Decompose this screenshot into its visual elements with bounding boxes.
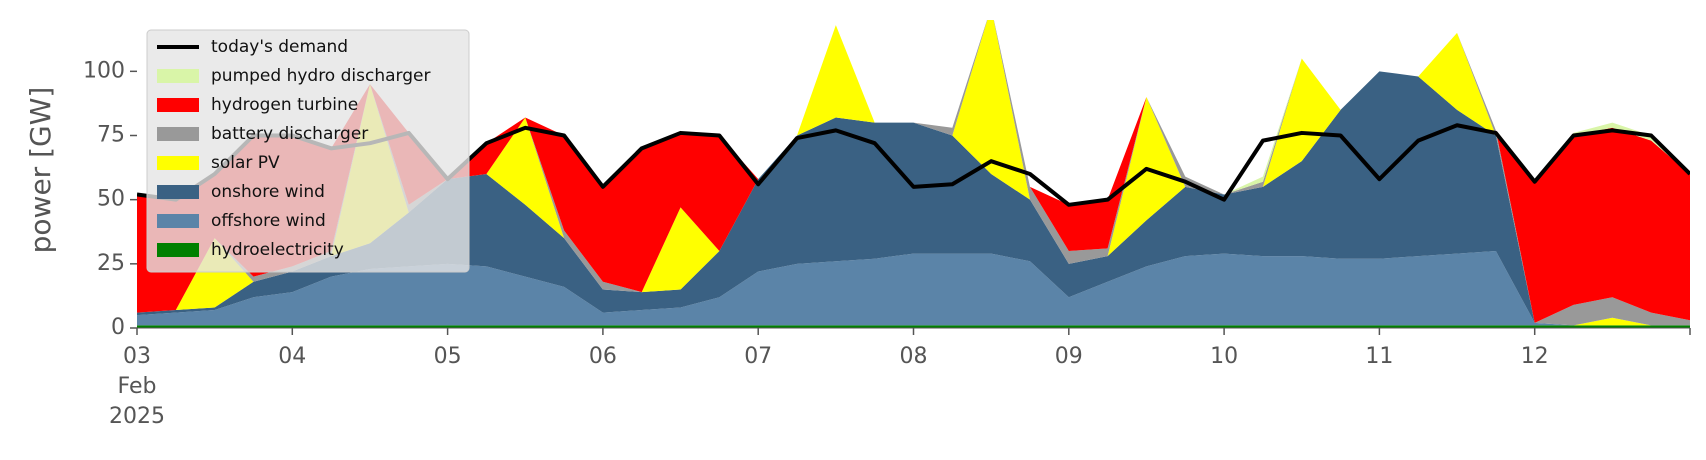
x-tick-label: 07 — [744, 344, 772, 369]
y-tick-label: 75 — [97, 123, 125, 148]
axes: 0 25 50 75 100 03 Feb 2025 04 05 06 07 08 09 10 11 12 — [83, 58, 1691, 429]
y-axis-label: power [GW] — [24, 87, 57, 254]
x-tick-label: 04 — [278, 344, 306, 369]
legend-label: hydroelectricity — [211, 240, 344, 260]
area — [137, 20, 1690, 323]
area — [137, 71, 1690, 326]
legend-swatch — [157, 127, 199, 141]
legend-swatch — [157, 98, 199, 112]
legend-label: onshore wind — [211, 182, 325, 202]
legend-label: pumped hydro discharger — [211, 66, 430, 86]
legend: today's demand pumped hydro discharger hyd… — [146, 29, 470, 273]
y-tick-label: 50 — [97, 187, 125, 212]
legend-swatch — [157, 156, 199, 170]
x-tick-label: 11 — [1365, 344, 1393, 369]
area — [137, 20, 1690, 326]
legend-label: today's demand — [211, 37, 348, 57]
legend-label: offshore wind — [211, 211, 326, 231]
x-tick-label: 09 — [1055, 344, 1083, 369]
x-tick-label: 03 Feb 2025 — [109, 344, 165, 429]
y-tick-label: 100 — [83, 58, 125, 83]
x-tick-label: 10 — [1210, 344, 1238, 369]
legend-swatch — [157, 243, 199, 257]
area — [137, 325, 1690, 328]
y-tick-label: 0 — [111, 315, 125, 340]
legend-label: hydrogen turbine — [211, 95, 358, 115]
x-tick-label: 06 — [589, 344, 617, 369]
legend-swatch — [157, 214, 199, 228]
y-tick-label: 25 — [97, 251, 125, 276]
area — [137, 251, 1690, 326]
legend-swatch — [157, 185, 199, 199]
legend-swatch — [157, 69, 199, 83]
x-tick-label: 05 — [434, 344, 462, 369]
legend-box — [146, 29, 470, 273]
x-tick-label: 08 — [900, 344, 928, 369]
legend-label: solar PV — [211, 153, 280, 173]
x-tick-label: 12 — [1521, 344, 1549, 369]
legend-label: battery discharger — [211, 124, 368, 144]
